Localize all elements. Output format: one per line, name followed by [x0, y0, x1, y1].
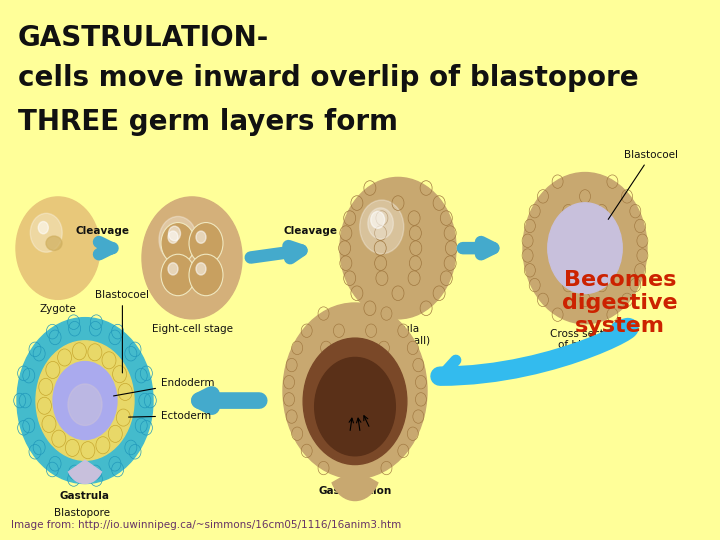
Text: Blastopore: Blastopore	[53, 508, 109, 518]
Text: Blastula
(hollow ball): Blastula (hollow ball)	[366, 324, 430, 346]
Text: Gastrulation: Gastrulation	[318, 486, 392, 496]
Text: Becomes
digestive
system: Becomes digestive system	[562, 270, 678, 336]
Circle shape	[189, 222, 223, 264]
Text: Zygote: Zygote	[40, 304, 76, 314]
Circle shape	[315, 357, 395, 456]
Text: Gastrula: Gastrula	[60, 491, 110, 501]
Circle shape	[142, 197, 242, 319]
Text: Endoderm: Endoderm	[114, 377, 215, 396]
Text: Cross section
of blastula: Cross section of blastula	[550, 329, 620, 350]
Circle shape	[523, 173, 647, 324]
Text: THREE germ layers form: THREE germ layers form	[18, 109, 398, 137]
Text: Blastocoel: Blastocoel	[608, 150, 678, 219]
Text: cells move inward overlip of blastopore: cells move inward overlip of blastopore	[18, 64, 639, 91]
Circle shape	[368, 208, 393, 239]
Circle shape	[303, 338, 407, 464]
Circle shape	[196, 231, 206, 243]
Circle shape	[196, 263, 206, 275]
Text: Blastocoel: Blastocoel	[95, 290, 150, 373]
Text: Eight-cell stage: Eight-cell stage	[151, 324, 233, 334]
Circle shape	[38, 221, 48, 234]
Text: Cleavage: Cleavage	[76, 226, 130, 236]
Circle shape	[340, 178, 456, 319]
Circle shape	[168, 263, 178, 275]
Text: Cleavage: Cleavage	[283, 226, 337, 236]
Circle shape	[30, 213, 62, 252]
Circle shape	[16, 197, 100, 299]
Circle shape	[159, 217, 197, 263]
Circle shape	[17, 318, 153, 483]
Wedge shape	[68, 460, 102, 483]
Circle shape	[53, 362, 117, 440]
Circle shape	[371, 211, 384, 228]
Text: Ectoderm: Ectoderm	[129, 411, 211, 421]
Circle shape	[161, 254, 195, 296]
Circle shape	[161, 222, 195, 264]
Circle shape	[36, 341, 134, 460]
Wedge shape	[332, 470, 378, 501]
Circle shape	[548, 203, 622, 294]
Circle shape	[168, 226, 181, 241]
Circle shape	[283, 303, 427, 478]
Text: Image from: http://io.uwinnipeg.ca/~simmons/16cm05/1116/16anim3.htm: Image from: http://io.uwinnipeg.ca/~simm…	[11, 520, 401, 530]
Circle shape	[360, 200, 404, 254]
Circle shape	[189, 254, 223, 296]
Circle shape	[68, 384, 102, 426]
Text: GASTRULATION-: GASTRULATION-	[18, 24, 269, 52]
Ellipse shape	[46, 236, 62, 251]
Circle shape	[168, 231, 178, 243]
